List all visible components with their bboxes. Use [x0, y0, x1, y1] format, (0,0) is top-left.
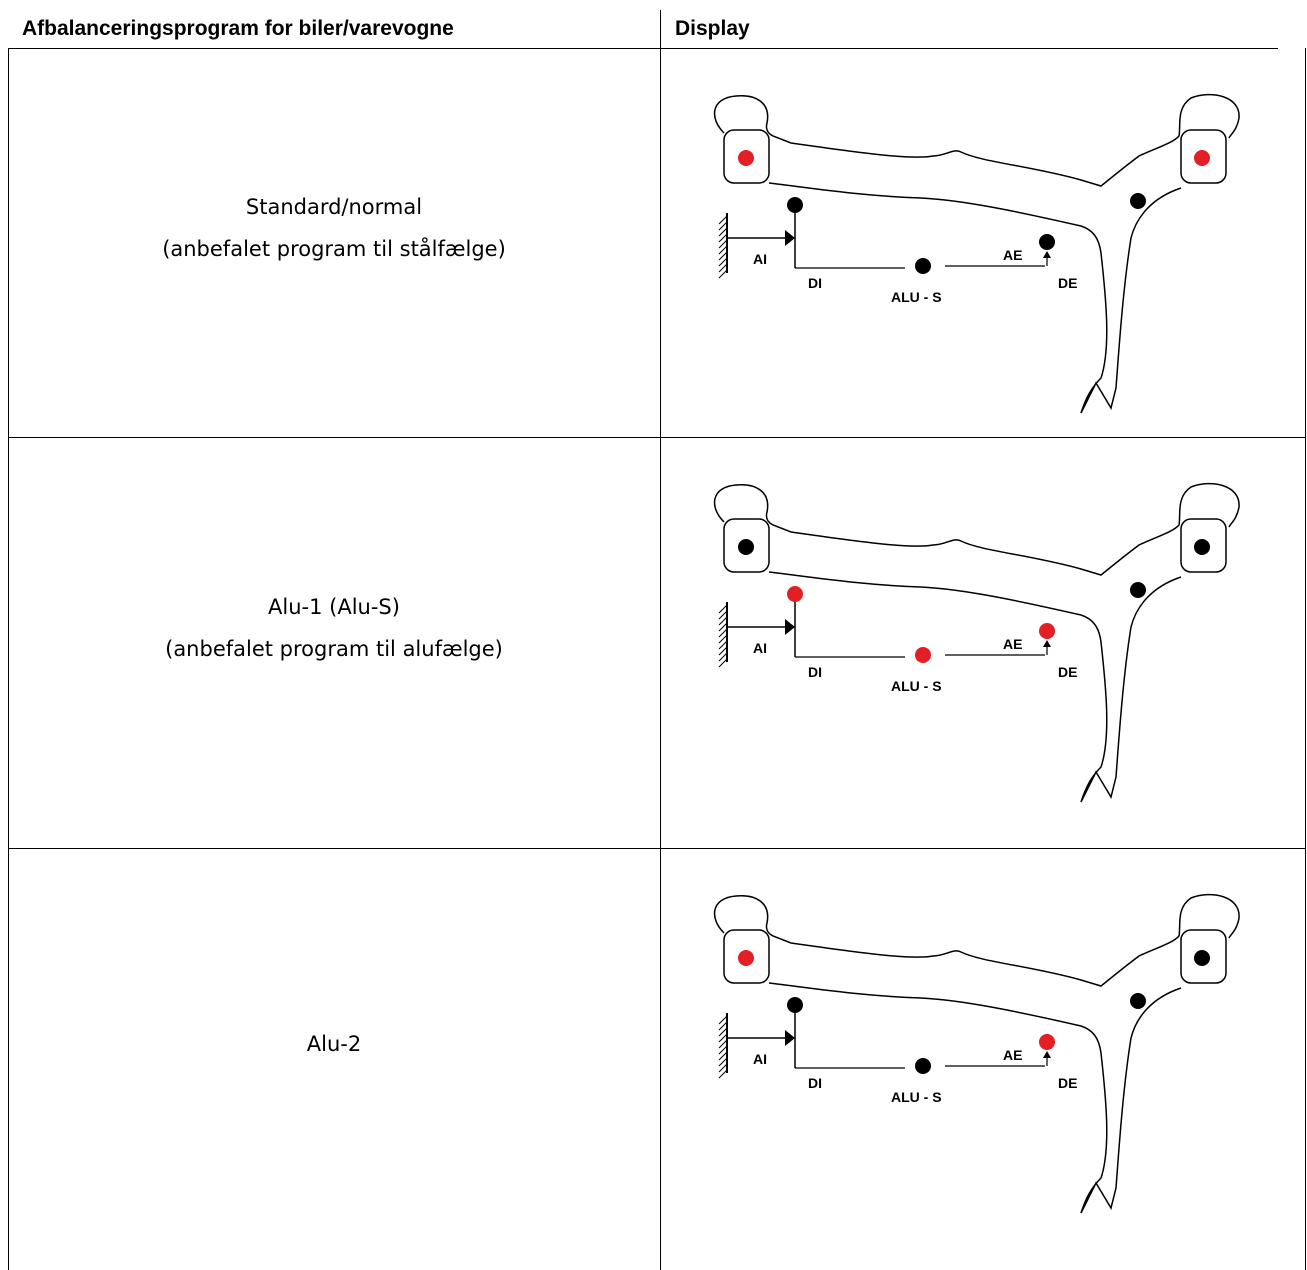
rule [8, 848, 1306, 849]
hatch [718, 1063, 728, 1073]
hatch [718, 1027, 728, 1037]
program-text: Alu-1 (Alu-S) [268, 594, 400, 619]
weight-dot [738, 539, 754, 555]
rim-outline [713, 482, 1240, 576]
hatch [718, 640, 728, 650]
weight-dot [738, 950, 754, 966]
program-text: (anbefalet program til stålfælge) [162, 236, 506, 261]
weight-dot [1130, 193, 1146, 209]
rim-outline [768, 571, 1182, 803]
diagram-label: ALU - S [891, 1089, 942, 1105]
arrow-head [1043, 251, 1051, 258]
rim-diagram: AI DI ALU - S AE DE [713, 893, 1240, 1214]
diagram-label: AI [753, 640, 767, 656]
program-text: (anbefalet program til alufælge) [165, 636, 503, 661]
hatch [718, 239, 728, 249]
bead [1180, 518, 1227, 573]
rule [8, 437, 1306, 438]
hatch [718, 1051, 728, 1061]
weight-dot [1130, 582, 1146, 598]
weight-dot [1130, 993, 1146, 1009]
bead [723, 929, 770, 984]
hatch [718, 215, 728, 225]
bead [723, 518, 770, 573]
weight-dot [1194, 150, 1210, 166]
rule [8, 48, 9, 1270]
weight-dot [1194, 539, 1210, 555]
arrow-head [1043, 640, 1051, 647]
rim-outline [713, 893, 1240, 987]
hatch [718, 622, 728, 632]
rule [1305, 48, 1306, 1270]
hatch [718, 1015, 728, 1025]
hatch [718, 1057, 728, 1067]
diagram-label: AI [753, 1051, 767, 1067]
weight-dot [1039, 623, 1055, 639]
weight-dot [787, 586, 803, 602]
diagram-label: ALU - S [891, 289, 942, 305]
diagram-label: DI [808, 1075, 822, 1091]
diagram-label: AI [753, 251, 767, 267]
hatch [718, 233, 728, 243]
arrow-head [785, 619, 795, 635]
weight-dot [915, 1058, 931, 1074]
hatch [718, 1045, 728, 1055]
diagram-label: DE [1058, 1075, 1077, 1091]
diagram-label: ALU - S [891, 678, 942, 694]
arrow-head [785, 230, 795, 246]
rule [8, 48, 1278, 49]
hatch [718, 1039, 728, 1049]
weight-dot [915, 258, 931, 274]
hatch [718, 1033, 728, 1043]
hatch [718, 269, 728, 279]
program-text: Standard/normal [245, 194, 423, 219]
diagram-label: DE [1058, 275, 1077, 291]
diagram-label: AE [1003, 247, 1022, 263]
bead [1180, 929, 1227, 984]
rule [660, 10, 661, 1270]
hatch [718, 1021, 728, 1031]
hatch [718, 227, 728, 237]
hatch [718, 628, 728, 638]
rim-outline [768, 182, 1182, 414]
bead [1180, 129, 1227, 184]
arrow-head [785, 1030, 795, 1046]
hatch [718, 245, 728, 255]
diagram-label: DE [1058, 664, 1077, 680]
diagram-label: DI [808, 275, 822, 291]
hatch [718, 610, 728, 620]
arrow-head [1043, 1051, 1051, 1058]
header-cell: Display [675, 17, 750, 40]
hatch [718, 604, 728, 614]
diagram-label: AE [1003, 636, 1022, 652]
header-cell: Afbalanceringsprogram for biler/varevogn… [22, 17, 454, 40]
rim-outline [768, 982, 1182, 1214]
hatch [718, 263, 728, 273]
hatch [718, 221, 728, 231]
weight-dot [1039, 234, 1055, 250]
rim-diagram: AI DI ALU - S AE DE [713, 93, 1240, 414]
diagram-label: AE [1003, 1047, 1022, 1063]
rim-diagram: AI DI ALU - S AE DE [713, 482, 1240, 803]
weight-dot [787, 997, 803, 1013]
hatch [718, 646, 728, 656]
hatch [718, 1069, 728, 1079]
program-text: Alu-2 [306, 1032, 362, 1056]
hatch [718, 251, 728, 261]
weight-dot [738, 150, 754, 166]
weight-dot [1039, 1034, 1055, 1050]
hatch [718, 257, 728, 267]
diagram-label: DI [808, 664, 822, 680]
weight-dot [915, 647, 931, 663]
hatch [718, 616, 728, 626]
bead [723, 129, 770, 184]
weight-dot [787, 197, 803, 213]
hatch [718, 652, 728, 662]
hatch [718, 658, 728, 668]
rim-outline [713, 93, 1240, 187]
hatch [718, 634, 728, 644]
weight-dot [1194, 950, 1210, 966]
